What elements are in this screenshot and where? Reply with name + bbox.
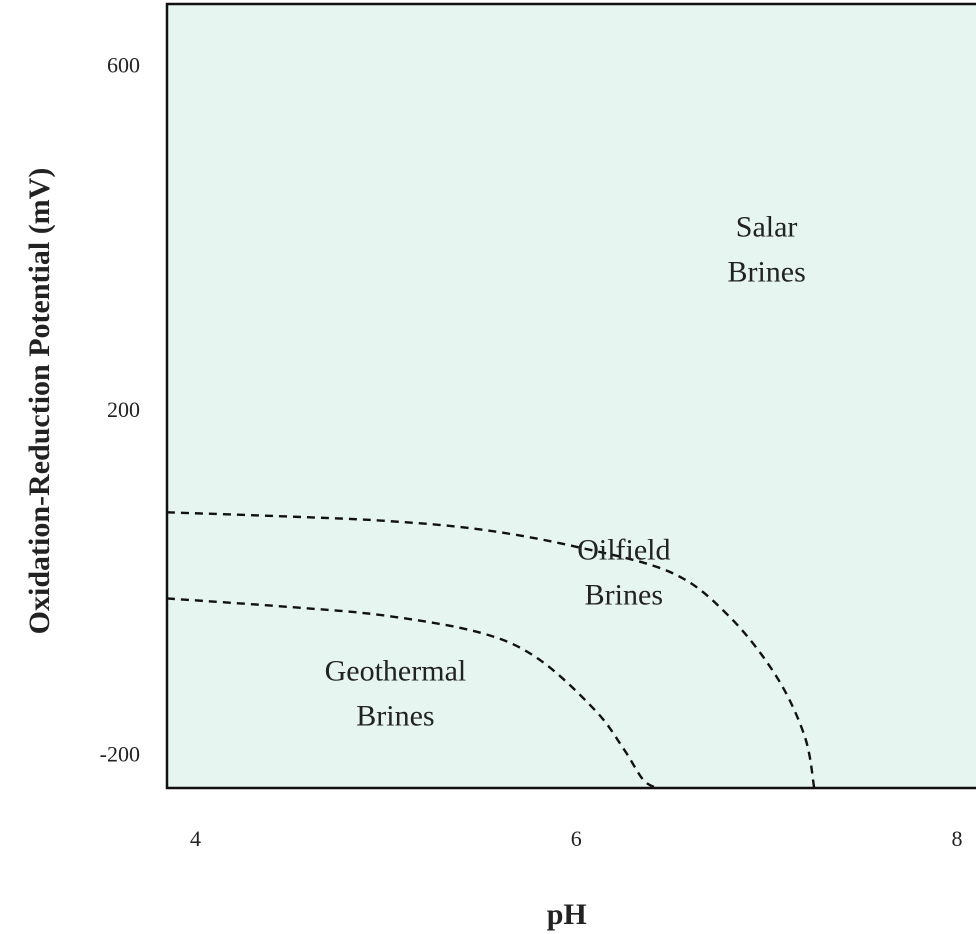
y-tick-labels: 600 200 -200 xyxy=(100,52,140,766)
region-labels: Salar Brines Oilfield Brines Geothermal Brine… xyxy=(325,211,806,733)
series-layer xyxy=(166,511,816,790)
region-label-3: Geothermal Brines xyxy=(325,654,467,732)
x-tick-label: 8 xyxy=(951,826,962,851)
y-tick-label: 600 xyxy=(107,52,140,77)
plot-frame xyxy=(165,2,976,790)
y-axis-title: Oxidation-Reduction Potential (mV) xyxy=(23,168,56,635)
x-tick-label: 6 xyxy=(571,826,582,851)
x-tick-labels: 4 6 8 xyxy=(190,826,962,851)
boundary-line-1 xyxy=(166,597,657,790)
region-label-1: Salar Brines xyxy=(727,211,805,289)
x-axis-title: pH xyxy=(547,898,587,931)
boundary-line-2 xyxy=(166,511,816,789)
y-tick-label: 200 xyxy=(107,397,140,422)
plot-background xyxy=(167,4,976,788)
y-tick-label: -200 xyxy=(100,742,140,767)
region-label-2: Oilfield Brines xyxy=(577,534,670,612)
x-tick-label: 4 xyxy=(190,826,201,851)
